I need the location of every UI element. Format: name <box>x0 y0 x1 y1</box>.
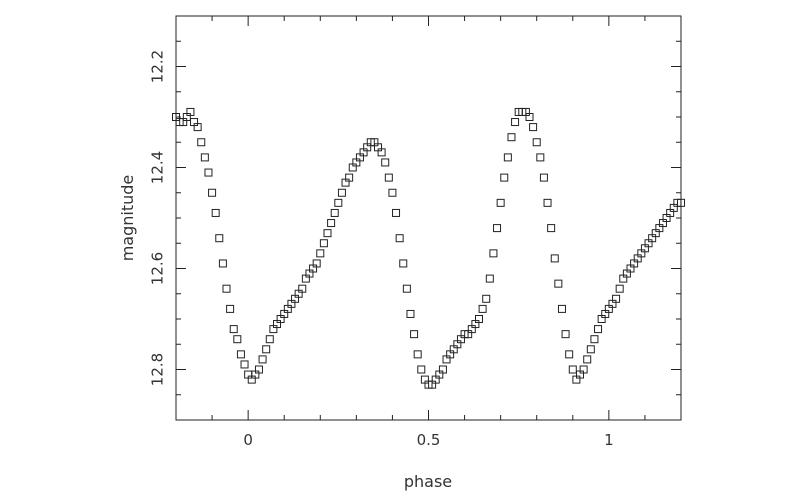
data-points <box>172 107 685 389</box>
data-point <box>579 365 588 374</box>
y-tick-label: 12.6 <box>149 252 167 285</box>
data-point <box>410 330 419 339</box>
y-tick-label: 12.2 <box>149 50 167 83</box>
data-point <box>337 188 346 197</box>
data-point <box>561 330 570 339</box>
x-axis-ticks: 0 0.5 1 <box>175 16 682 449</box>
data-point <box>215 234 224 243</box>
data-point <box>507 133 516 142</box>
data-point <box>211 208 220 217</box>
data-point <box>586 345 595 354</box>
x-tick-label: 0.5 <box>417 431 441 449</box>
data-point <box>200 153 209 162</box>
data-point <box>590 335 599 344</box>
y-tick-label: 12.4 <box>149 151 167 184</box>
y-axis-label: magnitude <box>118 175 137 262</box>
data-point <box>392 208 401 217</box>
data-point <box>334 198 343 207</box>
data-point <box>406 309 415 318</box>
data-point <box>298 284 307 293</box>
data-point <box>312 259 321 268</box>
data-point <box>204 168 213 177</box>
data-point <box>399 259 408 268</box>
data-point <box>218 259 227 268</box>
data-point <box>262 345 271 354</box>
data-point <box>233 335 242 344</box>
data-point <box>229 325 238 334</box>
data-point <box>475 315 483 323</box>
data-point <box>240 360 249 369</box>
y-axis-ticks: 12.2 12.4 12.6 12.8 <box>149 15 681 421</box>
data-point <box>402 284 411 293</box>
data-point <box>395 234 404 243</box>
data-point <box>677 198 685 207</box>
data-point <box>197 138 206 147</box>
data-point <box>193 123 202 132</box>
data-point <box>226 304 235 313</box>
data-point <box>330 208 339 217</box>
data-point <box>323 229 332 238</box>
data-point <box>478 304 487 313</box>
data-point <box>503 153 512 162</box>
data-point <box>381 158 390 167</box>
data-point <box>615 284 624 293</box>
data-point <box>438 365 447 374</box>
data-point <box>384 173 393 182</box>
data-point <box>500 173 509 182</box>
x-axis-label: phase <box>404 472 452 491</box>
data-point <box>557 304 566 313</box>
data-point <box>319 239 328 248</box>
data-point <box>208 188 217 197</box>
data-point <box>265 335 274 344</box>
data-point <box>594 325 603 334</box>
plot-frame <box>175 15 682 421</box>
data-point <box>316 249 325 258</box>
data-point <box>327 219 336 228</box>
data-point <box>511 118 520 127</box>
data-point <box>254 365 263 374</box>
data-point <box>493 224 502 233</box>
data-point <box>550 254 559 263</box>
data-point <box>258 355 267 364</box>
data-point <box>222 284 231 293</box>
data-point <box>612 294 621 303</box>
data-point <box>525 113 534 121</box>
data-point <box>532 138 541 147</box>
data-point <box>496 198 505 207</box>
data-point <box>388 188 397 197</box>
data-point <box>539 173 548 182</box>
data-point <box>547 224 556 233</box>
data-point <box>583 355 592 364</box>
data-point <box>377 148 386 157</box>
x-tick-label: 1 <box>604 431 614 449</box>
data-point <box>482 294 491 303</box>
data-point <box>554 279 563 288</box>
data-point <box>413 350 422 359</box>
y-tick-label: 12.8 <box>149 353 167 386</box>
data-point <box>186 107 195 116</box>
data-point <box>236 350 245 359</box>
data-point <box>565 350 574 359</box>
data-point <box>568 365 577 374</box>
data-point <box>489 249 498 258</box>
data-point <box>485 274 494 283</box>
x-tick-label: 0 <box>243 431 253 449</box>
data-point <box>417 365 426 374</box>
data-point <box>345 173 354 182</box>
data-point <box>543 198 552 207</box>
data-point <box>536 153 545 162</box>
data-point <box>529 123 538 132</box>
